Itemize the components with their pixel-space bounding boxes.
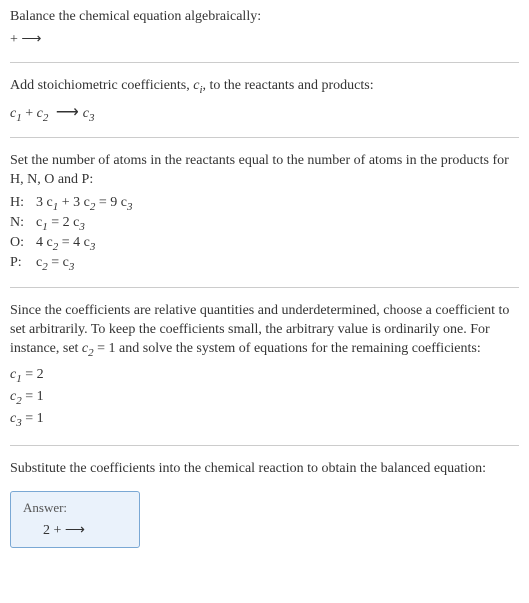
table-row: N: c1 = 2 c3 bbox=[10, 214, 138, 234]
step3-text: Since the coefficients are relative quan… bbox=[10, 302, 519, 360]
coeff-item: c3 = 1 bbox=[10, 409, 519, 431]
step2-section: Set the number of atoms in the reactants… bbox=[10, 152, 519, 273]
divider-2 bbox=[10, 137, 519, 138]
step1-arrow: ⟶ bbox=[52, 104, 83, 121]
step1-text-part2: , to the reactants and products: bbox=[203, 78, 374, 93]
coeff-item: c2 = 1 bbox=[10, 387, 519, 409]
intro-eq-text: + ⟶ bbox=[10, 32, 41, 47]
step1-plus: + bbox=[22, 106, 37, 121]
step1-ci: ci bbox=[193, 78, 202, 93]
coefficient-list: c1 = 2 c2 = 1 c3 = 1 bbox=[10, 365, 519, 432]
step4-text: Substitute the coefficients into the che… bbox=[10, 460, 519, 479]
atom-eq: c1 = 2 c3 bbox=[36, 214, 138, 234]
step1-text: Add stoichiometric coefficients, ci, to … bbox=[10, 77, 519, 98]
step1-text-part1: Add stoichiometric coefficients, bbox=[10, 78, 193, 93]
intro-equation: + ⟶ bbox=[10, 31, 519, 48]
answer-equation: 2 + ⟶ bbox=[23, 522, 127, 539]
step3-c2: c2 bbox=[82, 341, 94, 356]
atom-label: N: bbox=[10, 214, 36, 234]
step1-equation: c1 + c2 ⟶ c3 bbox=[10, 102, 519, 124]
step1-section: Add stoichiometric coefficients, ci, to … bbox=[10, 77, 519, 123]
intro-title: Balance the chemical equation algebraica… bbox=[10, 8, 519, 27]
divider-4 bbox=[10, 445, 519, 446]
step3-text-part2: = 1 and solve the system of equations fo… bbox=[94, 341, 481, 356]
atom-eq: 3 c1 + 3 c2 = 9 c3 bbox=[36, 194, 138, 214]
atom-label: P: bbox=[10, 254, 36, 274]
step1-c3: c3 bbox=[83, 106, 95, 121]
step3-section: Since the coefficients are relative quan… bbox=[10, 302, 519, 431]
table-row: H: 3 c1 + 3 c2 = 9 c3 bbox=[10, 194, 138, 214]
table-row: P: c2 = c3 bbox=[10, 254, 138, 274]
atom-eq: 4 c2 = 4 c3 bbox=[36, 234, 138, 254]
intro-section: Balance the chemical equation algebraica… bbox=[10, 8, 519, 48]
step1-c2: c2 bbox=[37, 106, 49, 121]
coeff-item: c1 = 2 bbox=[10, 365, 519, 387]
step1-c1: c1 bbox=[10, 106, 22, 121]
step4-section: Substitute the coefficients into the che… bbox=[10, 460, 519, 479]
table-row: O: 4 c2 = 4 c3 bbox=[10, 234, 138, 254]
atom-label: O: bbox=[10, 234, 36, 254]
answer-box: Answer: 2 + ⟶ bbox=[10, 491, 140, 548]
divider-1 bbox=[10, 62, 519, 63]
atom-equations-table: H: 3 c1 + 3 c2 = 9 c3 N: c1 = 2 c3 O: 4 … bbox=[10, 194, 138, 273]
divider-3 bbox=[10, 287, 519, 288]
answer-label: Answer: bbox=[23, 500, 127, 516]
atom-label: H: bbox=[10, 194, 36, 214]
atom-eq: c2 = c3 bbox=[36, 254, 138, 274]
step2-text: Set the number of atoms in the reactants… bbox=[10, 152, 519, 190]
